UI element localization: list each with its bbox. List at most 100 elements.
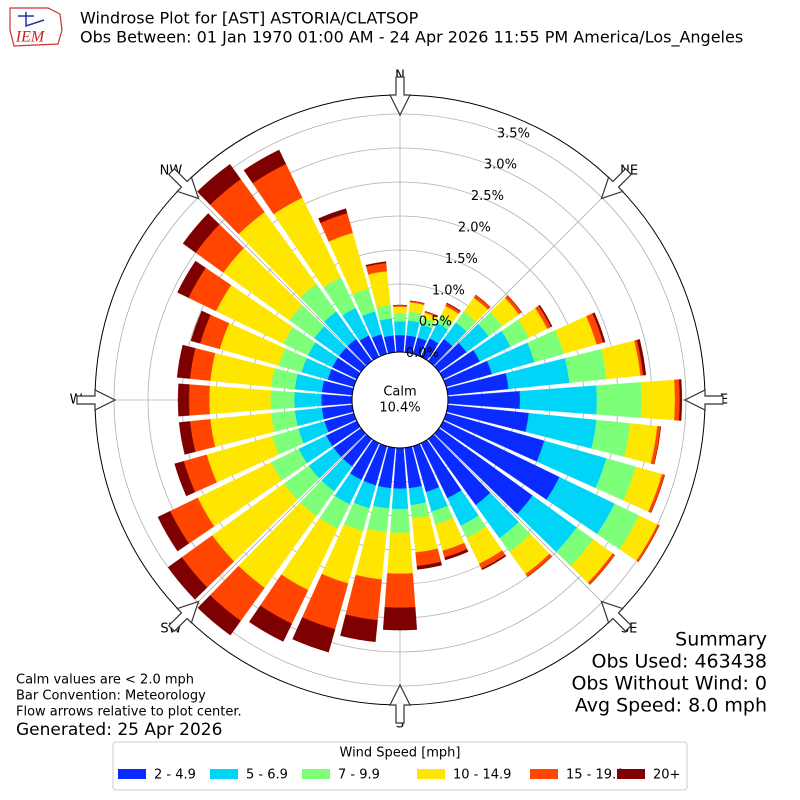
wedge (393, 447, 407, 489)
flow-arrow-shape (389, 76, 411, 117)
flow-arrow-shape (76, 389, 117, 411)
logo-outline (9, 7, 63, 47)
chart-title: Windrose Plot for [AST] ASTORIA/CLATSOP (80, 9, 419, 28)
r-tick-label: 3.5% (497, 126, 530, 141)
wedge (197, 595, 241, 636)
wedge (638, 525, 660, 562)
wedge (674, 379, 680, 421)
flow-arrow-shape (600, 600, 633, 633)
summary-line: Obs Used: 463438 (592, 651, 767, 673)
radial-grid-line (433, 184, 616, 367)
legend-label: 5 - 6.9 (246, 768, 288, 783)
chart-subtitle: Obs Between: 01 Jan 1970 01:00 AM - 24 A… (80, 28, 743, 48)
wedge (365, 261, 387, 267)
wedge (174, 461, 196, 497)
wedge (589, 554, 615, 585)
legend-label: 20+ (653, 768, 680, 783)
wedge (387, 532, 413, 574)
wedge (248, 605, 293, 642)
wedge (157, 510, 189, 552)
wedge (406, 320, 420, 338)
wedge (640, 379, 676, 421)
wedge (636, 339, 647, 376)
wedge (391, 488, 409, 510)
r-tick-label: 1.0% (432, 283, 465, 298)
flow-arrow (600, 600, 633, 633)
wedge (178, 421, 196, 455)
legend-swatch (417, 769, 445, 779)
wedge (481, 554, 507, 571)
legend-label: 15 - 19.9 (566, 768, 624, 783)
wedge (376, 304, 392, 321)
wedge (188, 384, 210, 416)
r-tick-label: 0.5% (419, 315, 452, 330)
flow-arrow-shape (600, 167, 633, 200)
wedge (678, 379, 683, 421)
wedge (444, 549, 469, 561)
logo: IEM (9, 7, 63, 47)
wedge (654, 426, 661, 465)
direction-label: N (395, 69, 405, 84)
wedge (392, 306, 408, 314)
note: Flow arrows relative to plot center. (16, 705, 242, 720)
wedge (340, 614, 378, 643)
wedge (243, 149, 287, 184)
wedge (321, 394, 353, 406)
wedge (345, 574, 382, 621)
r-tick-label: 2.5% (471, 189, 504, 204)
flow-arrow-shape (167, 167, 200, 200)
wedge (270, 390, 295, 410)
flow-arrow-shape (683, 389, 724, 411)
wedge (318, 208, 348, 224)
wedge (408, 485, 427, 506)
legend-label: 2 - 4.9 (154, 768, 196, 783)
wedge (384, 573, 416, 608)
flow-arrow-shape (389, 683, 411, 724)
wedge (190, 310, 211, 344)
r-tick-label: 0.0% (406, 346, 439, 361)
wedge (416, 561, 442, 570)
generated: Generated: 25 Apr 2026 (16, 720, 222, 740)
wedge (425, 311, 438, 317)
direction-label: S (396, 717, 404, 732)
wedge (167, 557, 208, 600)
flow-arrow (683, 389, 724, 411)
wedge (410, 300, 425, 304)
flow-arrow (389, 683, 411, 724)
legend-label: 7 - 9.9 (338, 768, 380, 783)
wedge (592, 312, 606, 343)
wedge (394, 321, 406, 336)
wedge (591, 419, 631, 457)
radial-grid-line (184, 433, 367, 616)
radial-grid-line (433, 433, 616, 616)
wedge (182, 213, 220, 253)
flow-arrow (167, 167, 200, 200)
r-tick-label: 3.0% (484, 158, 517, 173)
wedge (177, 260, 206, 298)
flow-arrow (76, 389, 117, 411)
legend-title: Wind Speed [mph] (340, 746, 461, 761)
wedge (382, 607, 418, 631)
wedge (564, 348, 607, 383)
wedge (519, 385, 598, 415)
summary-title: Summary (675, 629, 767, 651)
flow-arrow-shape (167, 600, 200, 633)
flow-arrow (600, 167, 633, 200)
legend-swatch (617, 769, 645, 779)
wedge (373, 485, 392, 509)
radial-grid-line (184, 184, 367, 367)
wedge (177, 383, 190, 417)
wedge (379, 318, 394, 338)
logo-text: IEM (15, 29, 46, 46)
legend-swatch (530, 769, 558, 779)
note: Bar Convention: Meteorology (16, 689, 206, 704)
summary-line: Avg Speed: 8.0 mph (575, 695, 767, 717)
wedge (367, 505, 390, 533)
wedge (270, 368, 298, 390)
legend-swatch (302, 769, 330, 779)
calm-circle (351, 351, 449, 449)
legend-label: 10 - 14.9 (453, 768, 511, 783)
wedge (292, 617, 336, 653)
flow-arrow (167, 600, 200, 633)
